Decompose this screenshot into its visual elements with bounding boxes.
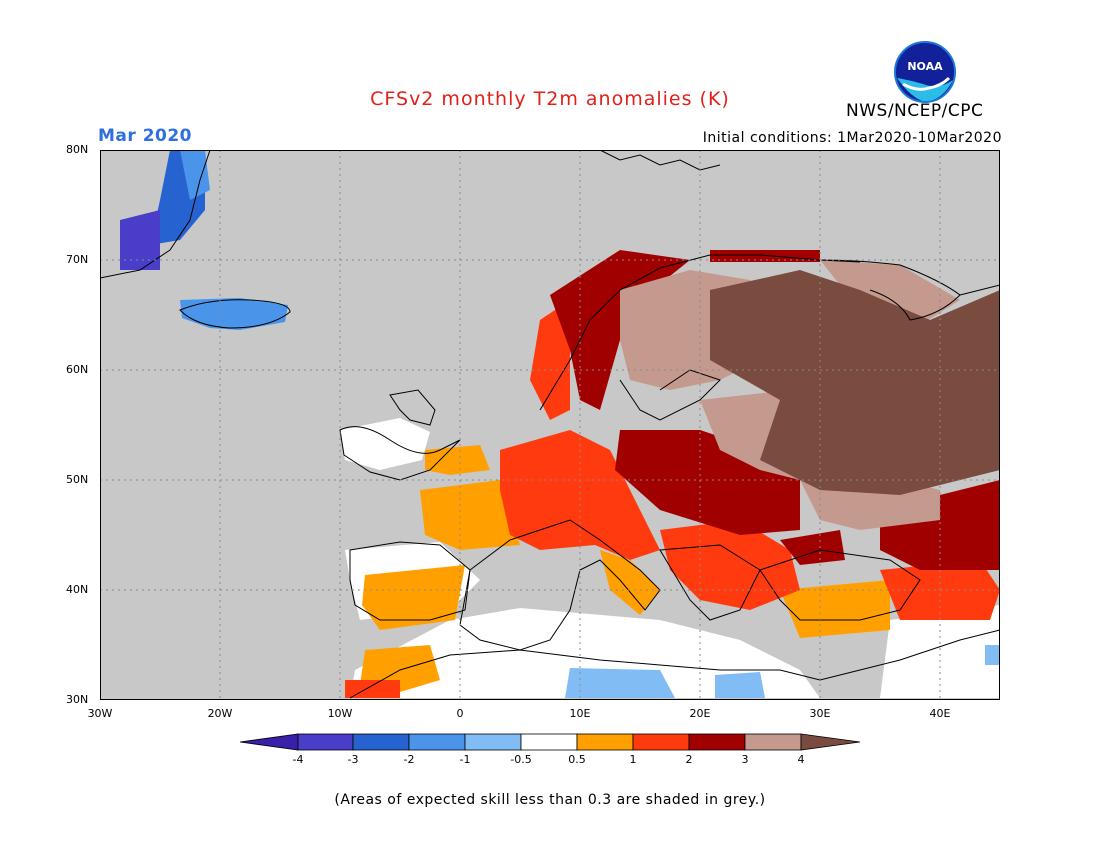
anomaly-map [100, 150, 1000, 700]
lon-label: 40E [929, 707, 951, 720]
colorbar [240, 733, 861, 751]
initial-conditions: Initial conditions: 1Mar2020-10Mar2020 [702, 130, 1002, 146]
coastlines [100, 150, 1000, 699]
colorbar-label: 3 [741, 753, 749, 766]
colorbar-label: -1 [459, 753, 471, 766]
colorbar-swatch [800, 733, 861, 751]
colorbar-swatch [520, 733, 578, 751]
colorbar-swatch [632, 733, 690, 751]
colorbar-label: -4 [292, 753, 304, 766]
lon-label: 10W [327, 707, 353, 720]
colorbar-swatch [576, 733, 634, 751]
lat-label: 80N [66, 143, 89, 156]
footnote: (Areas of expected skill less than 0.3 a… [334, 792, 766, 808]
colorbar-label: 4 [797, 753, 805, 766]
colorbar-swatch [408, 733, 466, 751]
colorbar-label: 1 [629, 753, 637, 766]
lon-label: 0 [456, 707, 464, 720]
anomaly-above-4 [710, 270, 1000, 495]
lat-label: 30N [66, 693, 89, 706]
chart-title: CFSv2 monthly T2m anomalies (K) [370, 88, 730, 110]
graticule [100, 150, 1000, 700]
lat-label: 70N [66, 253, 89, 266]
lat-label: 60N [66, 363, 89, 376]
colorbar-swatch [297, 733, 354, 751]
colorbar-swatch [352, 733, 410, 751]
colorbar-label: 2 [685, 753, 693, 766]
colorbar-label: -2 [403, 753, 415, 766]
agency-label: NWS/NCEP/CPC [846, 101, 984, 121]
noaa-logo-text: NOAA [907, 60, 943, 73]
lon-label: 30W [87, 707, 113, 720]
colorbar-swatch [744, 733, 802, 751]
lon-label: 10E [569, 707, 591, 720]
lat-label: 40N [66, 583, 89, 596]
colorbar-label: 0.5 [568, 753, 586, 766]
lat-label: 50N [66, 473, 89, 486]
colorbar-label: -3 [347, 753, 359, 766]
forecast-month: Mar 2020 [98, 126, 193, 146]
colorbar-swatch [688, 733, 746, 751]
lon-label: 20E [689, 707, 711, 720]
colorbar-swatch [464, 733, 522, 751]
colorbar-swatch [240, 733, 299, 751]
lon-label: 20W [207, 707, 233, 720]
colorbar-label: -0.5 [510, 753, 532, 766]
negative-anomaly-areas [120, 150, 1000, 698]
lon-label: 30E [809, 707, 831, 720]
noaa-logo: NOAA [893, 40, 957, 104]
